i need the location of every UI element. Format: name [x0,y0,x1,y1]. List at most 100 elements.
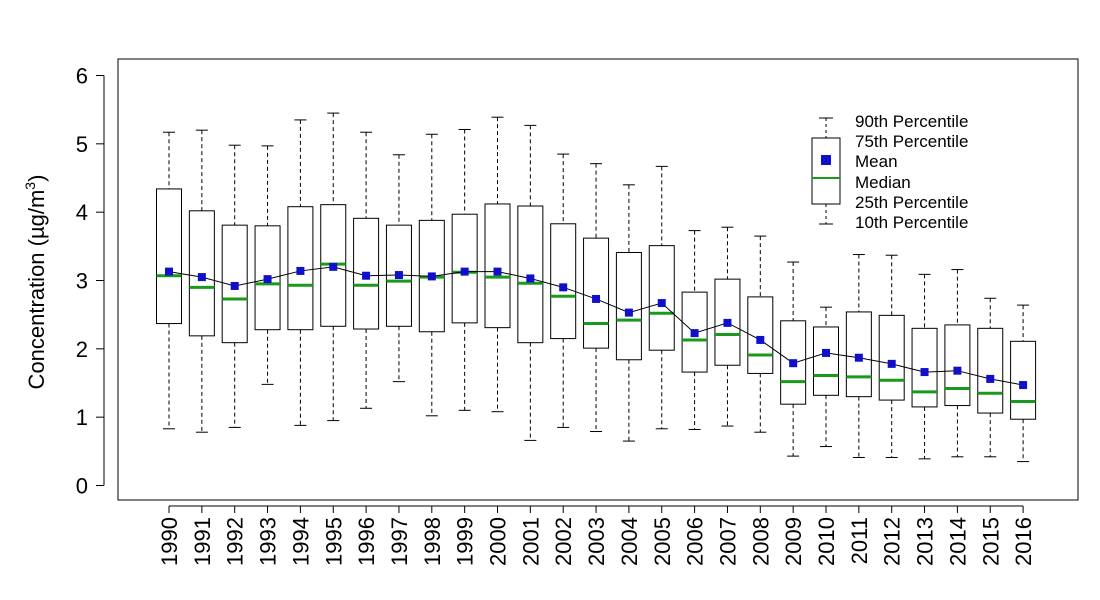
iqr-box [977,327,1004,414]
iqr-box [878,314,905,401]
mean-marker-2005 [657,299,666,308]
mean-marker-2011 [854,353,863,362]
iqr-box [747,296,774,374]
x-tick-label: 1999 [453,517,478,566]
mean-marker-1992 [230,281,239,290]
iqr-box [615,251,642,361]
x-tick-label: 2011 [847,517,872,564]
box-1994 [287,119,314,426]
x-tick-label: 1996 [354,517,379,566]
y-tick-label: 1 [76,405,88,430]
x-tick-label: 2001 [518,517,543,566]
mean-marker-2000 [493,267,502,276]
iqr-box [714,278,741,366]
legend-label: 90th Percentile [855,112,968,131]
box-1997 [385,154,412,383]
y-axis-label-superscript: 3 [22,182,38,190]
y-axis-label-main: Concentration (µg/m [24,190,49,390]
mean-marker-2009 [789,359,798,368]
x-tick-label: 1990 [157,517,182,566]
x-tick-label: 2005 [650,517,675,566]
x-tick-label: 2012 [880,517,905,566]
x-tick-label: 2015 [978,517,1003,566]
mean-marker-2001 [526,274,535,283]
box-2001 [517,124,544,441]
x-tick-label: 1995 [321,517,346,566]
iqr-box [944,324,971,407]
iqr-box [254,225,281,331]
x-tick-label: 1992 [223,517,248,566]
box-2010 [813,306,839,448]
x-tick-label: 1994 [288,517,313,566]
mean-marker-2013 [920,368,929,377]
mean-series [165,262,1028,390]
mean-marker-1996 [362,271,371,280]
iqr-box [353,217,380,330]
y-tick-label: 2 [76,337,88,362]
mean-marker-2006 [690,329,699,338]
x-tick-label: 2016 [1011,517,1036,566]
box-2005 [648,165,675,430]
iqr-box [550,223,577,340]
box-2016 [1010,304,1037,463]
iqr-box [813,326,839,396]
x-axis: 1990 1991 1992 1993 1994 1995 1996 1997 1998 1999… [157,505,1036,566]
x-tick-label: 2008 [748,517,773,566]
iqr-box [681,291,708,373]
box-2004 [615,184,642,442]
x-tick-label: 1991 [190,517,215,566]
y-axis-label: Concentration (µg/m3) [22,175,49,390]
y-axis: 0 1 2 3 4 5 6 [76,64,105,499]
box-1992 [221,144,248,428]
mean-marker-1993 [263,275,272,284]
x-tick-label: 2000 [486,517,511,566]
x-tick-label: 2002 [551,517,576,566]
y-tick-label: 4 [76,200,88,225]
x-tick-label: 1997 [387,517,412,566]
box-2013 [911,273,938,460]
box-1996 [353,131,380,409]
iqr-box [780,320,807,405]
box-2007 [714,226,741,427]
mean-marker-2008 [756,335,765,344]
iqr-box [648,245,675,351]
mean-marker-1997 [394,271,403,280]
box-2008 [747,235,774,433]
y-axis-label-close: ) [24,175,49,182]
box-2006 [681,230,708,430]
iqr-box [517,205,544,344]
x-tick-label: 1998 [420,517,445,566]
mean-marker-2010 [822,348,830,357]
mean-marker-2015 [986,374,995,383]
iqr-box [845,311,872,398]
x-tick-label: 1993 [256,517,281,566]
x-tick-label: 2013 [913,517,938,566]
box-2002 [550,153,577,428]
legend-box [811,137,841,205]
iqr-box [221,224,248,344]
box-2003 [583,163,610,433]
x-tick-label: 2003 [584,517,609,566]
x-tick-label: 2014 [945,517,970,566]
iqr-box [911,327,938,408]
box-1991 [188,129,215,433]
mean-marker-2016 [1019,381,1028,390]
y-tick-label: 5 [76,132,88,157]
box-2015 [977,297,1004,458]
mean-marker-1991 [197,273,206,282]
mean-marker-1995 [329,262,338,271]
x-tick-label: 2010 [814,517,839,566]
legend-label: Mean [855,152,898,171]
y-tick-label: 6 [76,64,88,89]
mean-marker-1994 [296,266,305,275]
x-tick-label: 2004 [617,517,642,566]
x-tick-label: 2006 [683,517,708,566]
iqr-box [188,210,215,337]
iqr-box [484,203,511,329]
x-tick-label: 2009 [781,517,806,566]
box-2011 [845,254,872,458]
iqr-box [1010,340,1037,420]
iqr-box [583,237,610,349]
mean-marker-1998 [427,272,436,281]
